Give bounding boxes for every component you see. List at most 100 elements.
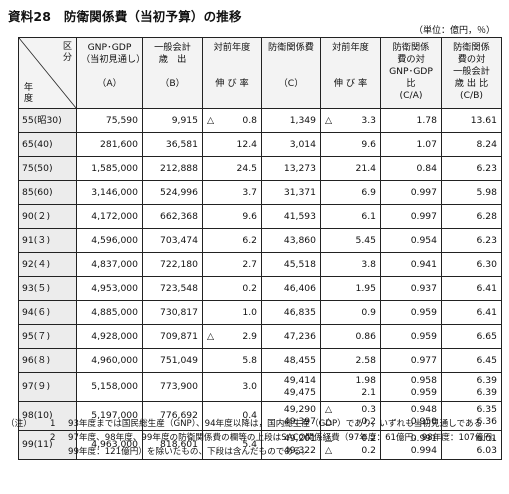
ratio-c-a-cell-line: 0.84 bbox=[416, 162, 437, 174]
ratio-c-a-cell-line: 0.959 bbox=[410, 330, 437, 342]
note-number: 2 bbox=[50, 433, 56, 443]
general-expenditure-cell: 751,049 bbox=[142, 348, 203, 373]
general-expenditure-cell: 703,474 bbox=[142, 228, 203, 253]
rate-value: 3.0 bbox=[242, 381, 257, 392]
b-growth-rate-cell: △ 2.9 bbox=[202, 324, 262, 349]
defense-expenditure-cell: 31,371 bbox=[261, 180, 321, 205]
defense-expenditure-cell-line: 49,397 bbox=[283, 416, 316, 427]
c-growth-rate-cell: 3.8 bbox=[320, 252, 381, 277]
defense-expenditure-cell-line: 46,406 bbox=[283, 282, 316, 294]
table-row: 90(２) 4,172,000 662,368 9.6 41,593 6.1 0.997 6.… bbox=[18, 204, 502, 229]
gnp-gdp-cell: 3,146,000 bbox=[76, 180, 143, 205]
year-cell: 97(９) bbox=[18, 372, 77, 402]
rate-value: 0.2 bbox=[242, 282, 257, 294]
ratio-c-b-cell: 8.24 bbox=[441, 132, 502, 157]
defense-expenditure-cell: 43,860 bbox=[261, 228, 321, 253]
table-row: 75(50) 1,585,000 212,888 24.5 13,273 21.4 0.84… bbox=[18, 156, 502, 181]
header-line: 防衛関係 bbox=[453, 42, 490, 53]
c-growth-rate-cell: △ 0.3 △ 0.2 bbox=[320, 401, 381, 431]
rate-value: 2.58 bbox=[355, 354, 376, 366]
document-title: 資料28 防衛関係費（当初予算）の推移 bbox=[8, 9, 242, 24]
table-header-row: 区分 年度 GNP･GDP （当初見通し） （A） 一般会計歳 出（B） 対前年度伸… bbox=[18, 37, 502, 109]
defense-expenditure-cell-line: 31,371 bbox=[283, 186, 316, 198]
gnp-gdp-cell: 5,158,000 bbox=[76, 372, 143, 402]
rate-value: 2.7 bbox=[242, 258, 257, 270]
c-growth-rate-cell: 21.4 bbox=[320, 156, 381, 181]
header-line bbox=[147, 66, 198, 78]
ratio-c-a-cell-line: 0.954 bbox=[410, 234, 437, 246]
header-line bbox=[325, 54, 376, 66]
header-line bbox=[81, 66, 138, 78]
defense-expenditure-cell-line: 48,455 bbox=[283, 354, 316, 366]
header-line bbox=[207, 54, 257, 66]
ratio-c-b-cell-line: 6.65 bbox=[476, 330, 497, 342]
header-line: 防衛関係 bbox=[392, 42, 430, 53]
rate-value: 6.9 bbox=[361, 186, 376, 198]
ratio-c-a-cell: 0.937 bbox=[380, 276, 442, 301]
ratio-c-b-cell: 13.61 bbox=[441, 108, 502, 133]
defense-expenditure-cell-line: 49,290 bbox=[283, 404, 316, 415]
defense-expenditure-cell-line: 49,322 bbox=[283, 445, 316, 456]
table-row: 97(９) 5,158,000 773,900 3.0 49,414 49,475 1.98… bbox=[18, 372, 502, 402]
ratio-c-b-cell: 6.28 bbox=[441, 204, 502, 229]
rate-value: 1.0 bbox=[242, 306, 257, 318]
ratio-c-b-cell: 6.23 bbox=[441, 228, 502, 253]
header-line: 対前年度 bbox=[213, 42, 251, 53]
c-growth-rate-cell: 1.98 2.1 bbox=[320, 372, 381, 402]
ratio-c-a-cell-line: 0.937 bbox=[410, 282, 437, 294]
header-nendo: 年度 bbox=[23, 82, 34, 104]
header-kubun: 区分 bbox=[62, 41, 73, 63]
year-cell: 65(40) bbox=[18, 132, 77, 157]
gnp-gdp-cell: 75,590 bbox=[76, 108, 143, 133]
c-growth-rate-cell: 9.6 bbox=[320, 132, 381, 157]
gnp-gdp-cell: 4,953,000 bbox=[76, 276, 143, 301]
ratio-c-a-cell-line: 0.997 bbox=[410, 210, 437, 222]
ratio-c-a-cell-line: 1.78 bbox=[416, 114, 437, 126]
defense-expenditure-cell: 46,406 bbox=[261, 276, 321, 301]
gnp-gdp-cell: 4,928,000 bbox=[76, 324, 143, 349]
header-line: (C/A) bbox=[399, 90, 423, 101]
defense-expenditure-cell-line: 49,475 bbox=[283, 387, 316, 398]
defense-expenditure-cell: 48,455 bbox=[261, 348, 321, 373]
ratio-c-a-cell: 0.958 0.959 bbox=[380, 372, 442, 402]
defense-expenditure-cell: 49,290 49,397 bbox=[261, 401, 321, 431]
year-cell: 92(４) bbox=[18, 252, 77, 277]
rate-value: 0.2 bbox=[361, 433, 376, 444]
header-line: （当初見通し） bbox=[81, 54, 146, 65]
header-c-growth-rate: 対前年度伸 び 率 bbox=[320, 37, 381, 109]
ratio-c-a-cell: 1.07 bbox=[380, 132, 442, 157]
ratio-c-b-cell-line: 6.36 bbox=[476, 416, 497, 427]
note-text: 97年度、98年度、99年度の防衛関係費の欄等の上段はSACO関係経費（97年度… bbox=[68, 433, 501, 457]
general-expenditure-cell: 212,888 bbox=[142, 156, 203, 181]
note-number: 1 bbox=[50, 419, 56, 429]
general-expenditure-cell: 36,581 bbox=[142, 132, 203, 157]
defense-expenditure-cell-line: 13,273 bbox=[283, 162, 316, 174]
header-line: (C/B) bbox=[460, 90, 483, 101]
rate-value: 9.6 bbox=[361, 138, 376, 150]
rate-value: 1.98 bbox=[355, 375, 376, 386]
ratio-c-a-cell-line: 0.948 bbox=[410, 404, 437, 415]
ratio-c-a-cell: 0.948 0.950 bbox=[380, 401, 442, 431]
unit-label: （単位：億円，％） bbox=[413, 26, 495, 36]
header-line: （B） bbox=[160, 78, 185, 89]
gnp-gdp-cell: 281,600 bbox=[76, 132, 143, 157]
header-line: 対前年度 bbox=[332, 42, 369, 53]
decrease-mark: △ bbox=[325, 114, 333, 126]
year-cell: 85(60) bbox=[18, 180, 77, 205]
ratio-c-b-cell: 6.45 bbox=[441, 348, 502, 373]
ratio-c-b-cell: 6.39 6.39 bbox=[441, 372, 502, 402]
ratio-c-b-cell-line: 6.39 bbox=[476, 375, 497, 386]
gnp-gdp-cell: 4,960,000 bbox=[76, 348, 143, 373]
ratio-c-b-cell-line: 6.45 bbox=[476, 354, 497, 366]
rate-value: 5.45 bbox=[355, 234, 376, 246]
header-line: 一般会計 bbox=[154, 42, 191, 53]
note-text: 93年度までは国民総生産（GNP）、94年度以降は，国内総生産（GDP）であり，… bbox=[68, 419, 483, 429]
table-body: 55(昭30) 75,590 9,915 △ 0.8 1,349 △ 3.3 1.78 13.61… bbox=[18, 108, 502, 460]
b-growth-rate-cell: 24.5 bbox=[202, 156, 262, 181]
ratio-c-a-cell: 0.954 bbox=[380, 228, 442, 253]
defense-expenditure-cell-line: 49,414 bbox=[283, 375, 316, 386]
rate-value: 0.3 bbox=[361, 404, 376, 415]
defense-expenditure-cell-line: 47,236 bbox=[283, 330, 316, 342]
notes: （注） 1 93年度までは国民総生産（GNP）、94年度以降は，国内総生産（GD… bbox=[6, 417, 506, 459]
ratio-c-b-cell: 6.65 bbox=[441, 324, 502, 349]
